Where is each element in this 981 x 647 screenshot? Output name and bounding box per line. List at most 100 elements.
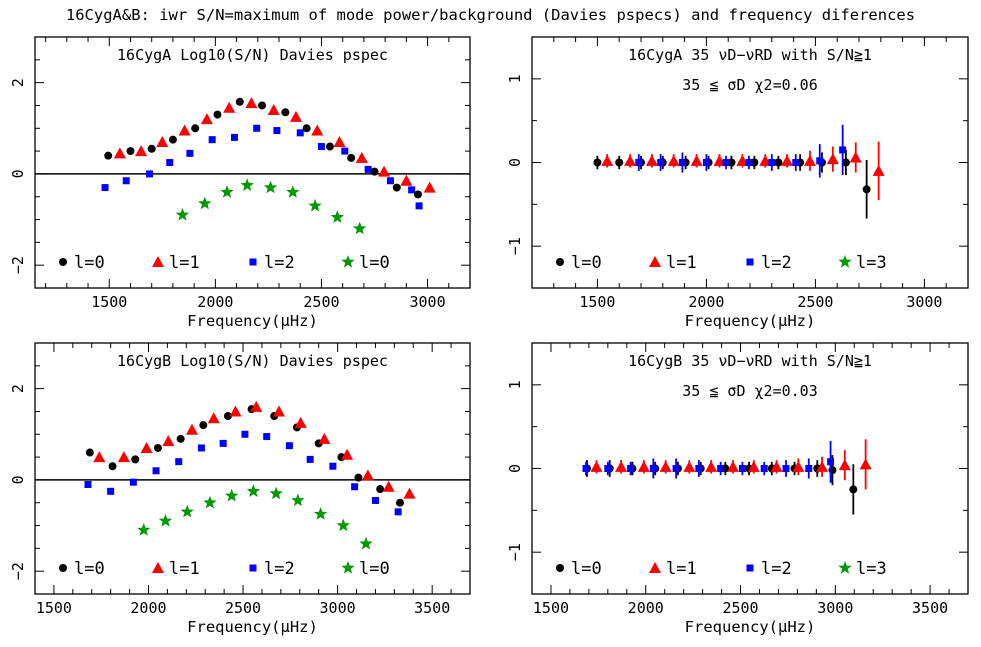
data-point: [627, 465, 635, 472]
data-point: [354, 473, 363, 482]
data-point: [108, 462, 117, 471]
data-point: [308, 198, 322, 212]
x-tick-label: 2500: [797, 293, 833, 311]
x-tick-label: 3000: [409, 293, 445, 311]
data-point: [306, 455, 314, 463]
x-tick-label: 2000: [130, 599, 166, 617]
data-point: [290, 110, 302, 122]
data-point: [203, 495, 217, 509]
legend-marker: [249, 258, 257, 266]
data-point: [229, 405, 242, 417]
data-point: [122, 177, 130, 185]
y-tick-label: 1: [506, 74, 524, 83]
data-point: [792, 159, 800, 166]
data-point: [152, 467, 160, 475]
data-point: [223, 412, 232, 421]
data-point: [722, 159, 730, 166]
legend-label: l=0: [74, 559, 105, 579]
legend-label: l=2: [761, 559, 792, 579]
plot-frame: [34, 36, 471, 289]
legend-marker: [746, 564, 754, 572]
x-tick-label: 2500: [722, 599, 758, 617]
data-point: [223, 101, 236, 113]
data-point: [200, 113, 213, 125]
data-point: [208, 136, 216, 144]
data-point: [615, 460, 628, 472]
legend-marker: [341, 255, 355, 268]
plot-frame: [34, 342, 471, 595]
data-point: [269, 486, 283, 500]
data-point: [146, 170, 154, 178]
x-tick-label: 2000: [197, 293, 233, 311]
data-point: [84, 480, 92, 488]
data-point: [378, 165, 391, 177]
data-point: [593, 158, 602, 167]
data-point: [649, 465, 657, 472]
data-point: [745, 159, 753, 166]
data-point: [330, 210, 344, 223]
data-point: [782, 465, 790, 472]
data-point: [371, 496, 379, 504]
legend-label: l=3: [856, 559, 887, 579]
data-point: [258, 101, 267, 110]
legend-label: l=0: [571, 559, 602, 579]
data-point: [768, 159, 776, 166]
data-point: [263, 433, 271, 441]
legend-label: l=1: [169, 559, 200, 579]
legend-marker: [341, 561, 355, 574]
data-point: [153, 443, 162, 452]
data-point: [713, 154, 726, 166]
data-point: [131, 455, 140, 464]
panel-16cygb-sn: 1500 2000 2500 3000 3500 −2 0 2 Frequency(μHz) 16…: [9, 342, 471, 636]
data-point: [414, 190, 423, 199]
legend-label: l=1: [666, 253, 697, 273]
data-point: [659, 460, 672, 472]
data-point: [400, 174, 413, 186]
y-tick-label: −2: [9, 562, 27, 580]
data-point: [135, 145, 148, 157]
data-point: [872, 164, 885, 176]
legend-marker: [556, 564, 564, 572]
data-point: [147, 144, 156, 153]
data-point: [336, 518, 350, 532]
data-point: [263, 180, 278, 194]
data-point: [117, 451, 130, 463]
data-point: [415, 202, 423, 210]
data-point: [601, 154, 614, 166]
y-tick-label: 2: [9, 78, 27, 87]
legend-label: l=0: [359, 559, 390, 579]
panel-subtitle: 35 ≦ σD χ2=0.03: [682, 382, 817, 400]
legend-label: l=2: [264, 253, 295, 273]
y-tick-label: 0: [9, 475, 27, 484]
data-point: [140, 441, 153, 453]
data-point: [582, 465, 590, 472]
legend-label: l=2: [264, 559, 295, 579]
data-point: [392, 183, 401, 192]
data-point: [351, 483, 359, 491]
legend-label: l=1: [169, 253, 200, 273]
x-tick-label: 1500: [579, 293, 615, 311]
data-point: [291, 493, 305, 507]
data-point: [213, 110, 222, 119]
data-point: [590, 460, 603, 472]
legend-marker: [746, 258, 754, 266]
data-point: [364, 165, 372, 173]
data-point: [816, 460, 829, 472]
data-point: [690, 154, 703, 166]
data-point: [792, 460, 805, 472]
data-point: [683, 460, 696, 472]
data-point: [191, 124, 200, 133]
x-tick-label: 1500: [91, 293, 127, 311]
x-tick-label: 1500: [36, 599, 72, 617]
x-axis-label: Frequency(μHz): [685, 618, 816, 636]
legend-marker: [649, 562, 661, 573]
data-point: [859, 458, 872, 470]
x-axis-label: Frequency(μHz): [187, 312, 318, 330]
legend-marker: [649, 256, 661, 267]
panel-16cyga-diff: 1500 2000 2500 3000 −1 0 1 Frequency(μHz) 16CygA…: [506, 36, 969, 330]
data-point: [302, 124, 311, 133]
data-point: [615, 158, 624, 167]
data-point: [774, 158, 783, 167]
legend-label: l=0: [571, 253, 602, 273]
data-point: [657, 159, 665, 166]
